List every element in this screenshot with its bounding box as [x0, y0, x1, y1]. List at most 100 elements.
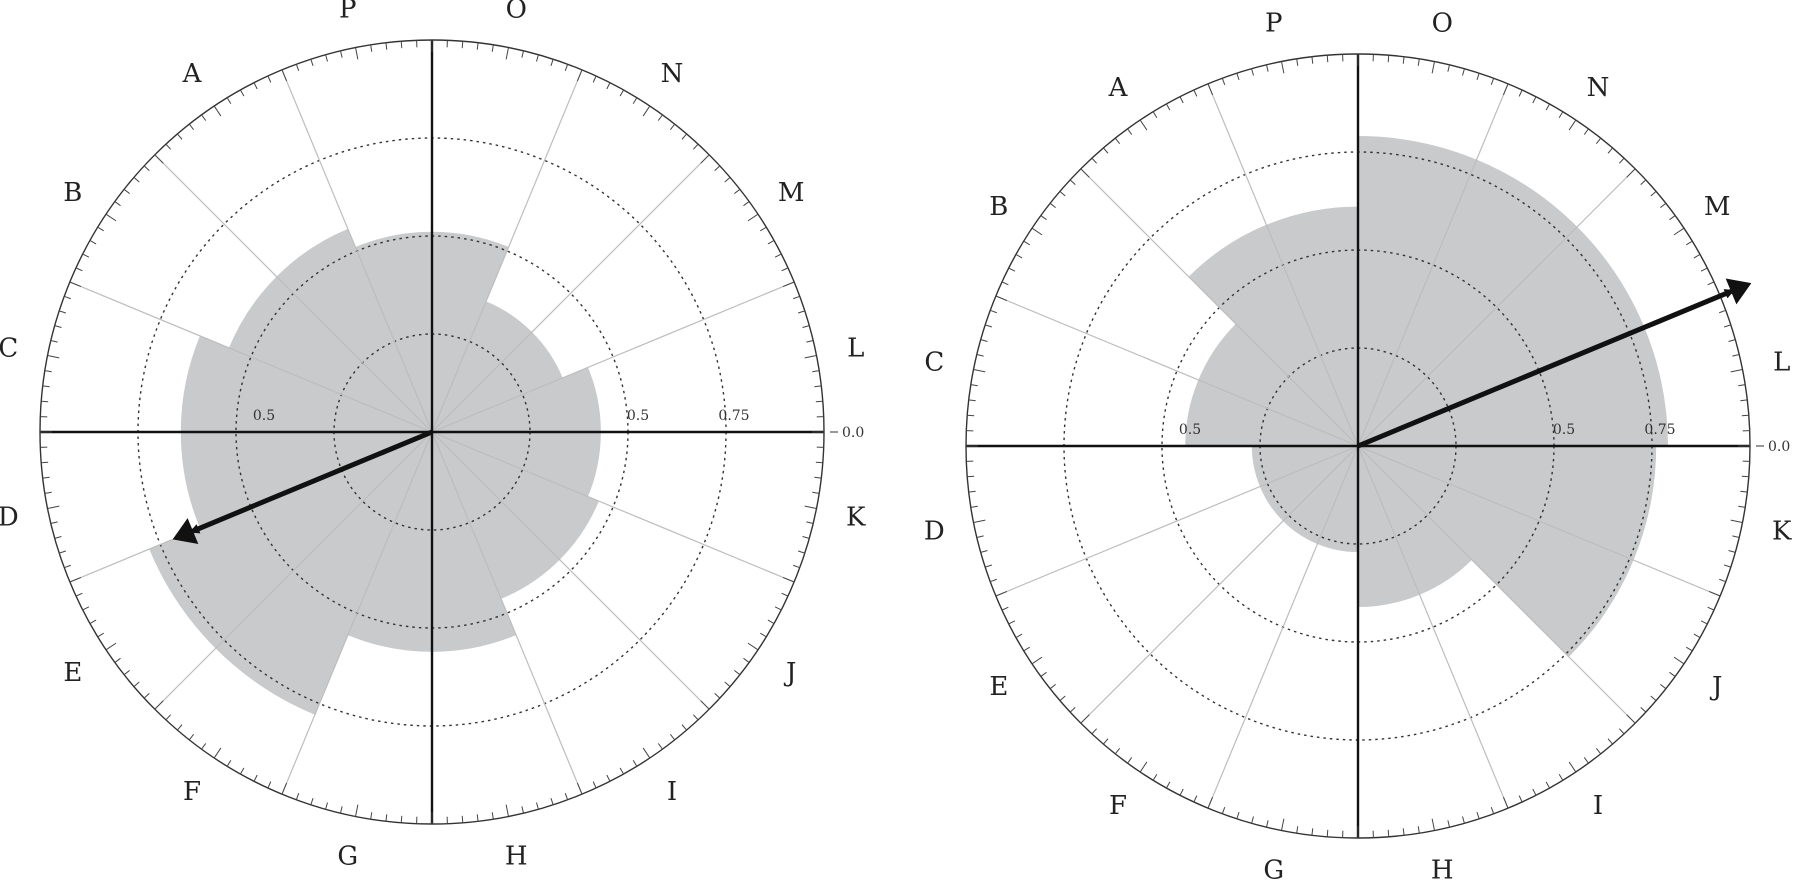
tick-mark [50, 521, 58, 524]
tick-mark [1660, 202, 1667, 209]
tick-mark [592, 781, 597, 789]
wedge-N [1357, 159, 1578, 447]
tick-mark [1103, 738, 1109, 745]
tick-mark [41, 461, 49, 464]
tick-mark [692, 143, 699, 150]
tick-mark [226, 760, 232, 767]
tick-mark [69, 576, 82, 583]
tick-mark [50, 340, 58, 343]
tick-mark [521, 50, 524, 58]
tick-mark [1296, 826, 1299, 834]
sector-label-C: C [924, 348, 944, 378]
tick-mark [1221, 807, 1226, 814]
tick-mark [767, 240, 775, 245]
sector-label-I: I [1593, 791, 1603, 821]
tick-mark [968, 399, 976, 402]
tick-mark [995, 590, 1008, 597]
tick-mark [1626, 714, 1636, 724]
sector-divider [1207, 83, 1359, 447]
tick-mark [1740, 399, 1748, 402]
tick-mark [370, 812, 373, 820]
tick-mark [1650, 191, 1657, 197]
tick-mark [340, 806, 343, 814]
sector-divider [431, 281, 795, 433]
zero-label: 0.0 [842, 425, 864, 441]
tick-mark [1031, 656, 1043, 665]
sector-label-I: I [667, 777, 677, 807]
ring-label-3: 0.75 [718, 408, 749, 424]
tick-mark [1532, 96, 1537, 104]
tick-mark [968, 490, 976, 493]
direction-arrow [189, 429, 433, 534]
tick-mark [213, 747, 222, 759]
tick-mark [1059, 191, 1066, 197]
sector-label-J: J [1709, 672, 1722, 702]
tick-mark [1251, 816, 1254, 824]
tick-mark [310, 59, 314, 66]
tick-mark [325, 802, 328, 810]
tick-mark [724, 177, 731, 183]
direction-arrow [1357, 289, 1735, 449]
tick-mark [606, 774, 611, 782]
sector-divider [431, 154, 710, 433]
tick-mark [1193, 795, 1198, 803]
sector-divider [431, 431, 710, 710]
tick-mark [1023, 646, 1030, 652]
tick-mark [1707, 606, 1715, 611]
tick-mark [576, 782, 583, 795]
tick-mark [1462, 68, 1465, 76]
tick-mark [743, 657, 750, 663]
tick-mark [385, 814, 388, 822]
tick-mark [143, 692, 150, 699]
tick-mark [1707, 281, 1715, 286]
tick-mark [536, 54, 539, 62]
tick-mark [1193, 89, 1198, 97]
sector-label-L: L [1773, 348, 1790, 378]
tick-mark [226, 97, 232, 104]
tick-mark [267, 781, 272, 789]
tick-mark [980, 339, 988, 342]
tick-mark [1502, 83, 1509, 96]
tick-mark [1476, 812, 1480, 819]
tick-mark [1618, 728, 1625, 735]
sector-divider [431, 69, 583, 433]
tick-mark [1091, 728, 1098, 735]
tick-mark [1311, 828, 1314, 836]
tick-mark [1502, 796, 1509, 809]
tick-mark [550, 59, 554, 66]
tick-mark [550, 798, 554, 805]
tick-mark [1023, 240, 1030, 246]
tick-mark [619, 89, 624, 97]
tick-mark [89, 619, 97, 624]
sector-label-G: G [337, 842, 358, 872]
sector-divider [1357, 83, 1509, 447]
sector-label-P: P [1265, 8, 1283, 38]
tick-mark [1640, 706, 1647, 713]
sector-label-D: D [0, 502, 19, 532]
tick-mark [1719, 309, 1726, 314]
arrow-head [172, 518, 199, 544]
tick-mark [310, 798, 314, 805]
tick-mark [1730, 519, 1743, 523]
ring-label-3: 0.75 [1644, 422, 1675, 438]
tick-mark [782, 576, 795, 583]
tick-mark [325, 54, 328, 62]
sector-divider [995, 445, 1359, 597]
tick-mark [564, 793, 569, 800]
tick-mark [760, 226, 767, 232]
tick-mark [619, 767, 624, 775]
sector-label-N: N [661, 59, 684, 89]
polar-chart-right: A B C D E F G H I J K L M N O P 0.5 0.5 0.75 0.0 [924, 8, 1792, 885]
tick-mark [1127, 128, 1133, 135]
sector-divider [281, 69, 433, 433]
tick-mark [1447, 820, 1450, 828]
sector-label-M: M [778, 178, 805, 208]
sector-label-L: L [847, 334, 864, 364]
tick-mark [1296, 58, 1299, 66]
tick-mark [1724, 564, 1731, 568]
sector-label-K: K [1772, 516, 1792, 546]
sector-divider [1357, 445, 1721, 597]
tick-mark [967, 475, 975, 478]
tick-mark [114, 657, 121, 663]
tick-mark [47, 505, 60, 509]
